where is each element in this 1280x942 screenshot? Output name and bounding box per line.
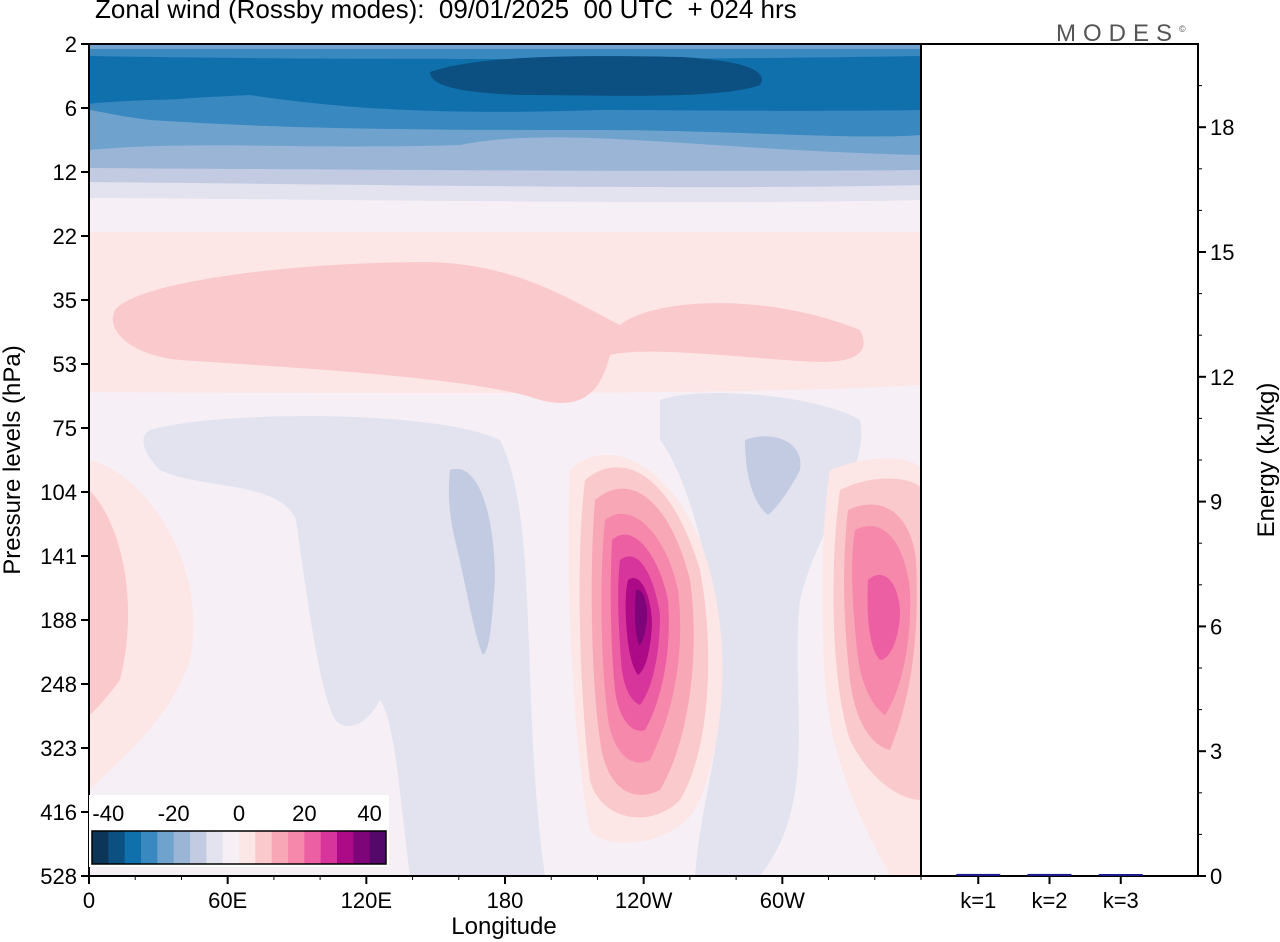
colorbar-swatch bbox=[222, 831, 240, 864]
y-tick-label: 188 bbox=[40, 608, 77, 633]
colorbar-swatch bbox=[92, 831, 109, 864]
x-tick-label: 60W bbox=[760, 888, 805, 913]
y-tick-label: 104 bbox=[40, 480, 77, 505]
energy-axis: 0 3 6 9 12 15 18 bbox=[1198, 85, 1234, 889]
colorbar-swatch bbox=[124, 831, 142, 864]
y-tick-label: 416 bbox=[40, 800, 77, 825]
energy-bar bbox=[1098, 874, 1143, 876]
colorbar-swatch bbox=[369, 831, 387, 864]
pressure-axis: 2 6 12 22 35 53 75 104 141 188 248 323 416 528 bbox=[40, 32, 89, 889]
colorbar-tick-label: 40 bbox=[357, 801, 381, 826]
colorbar-swatch bbox=[141, 831, 158, 864]
colorbar-swatch bbox=[320, 831, 338, 864]
colorbar-tick-label: 0 bbox=[233, 801, 245, 826]
x-tick-label: 60E bbox=[208, 888, 247, 913]
y-tick-label: 75 bbox=[53, 416, 77, 441]
colorbar-swatch bbox=[206, 831, 224, 864]
y-tick-label: 2 bbox=[65, 32, 77, 57]
y-axis-title: Pressure levels (hPa) bbox=[0, 345, 26, 574]
energy-plot-frame bbox=[920, 43, 1199, 877]
energy-tick-label: 3 bbox=[1210, 739, 1222, 764]
modes-logo-text: MODES bbox=[1056, 20, 1180, 47]
bar-category-label: k=3 bbox=[1103, 888, 1139, 913]
colorbar-tick-label: 20 bbox=[292, 801, 316, 826]
x-tick-label: 0 bbox=[83, 888, 95, 913]
colorbar-swatch bbox=[239, 831, 256, 864]
x-tick-label: 120E bbox=[341, 888, 392, 913]
chart-title: Zonal wind (Rossby modes): 09/01/2025 00… bbox=[95, 0, 797, 24]
energy-axis-title: Energy (kJ/kg) bbox=[1253, 383, 1280, 538]
y-tick-label: 6 bbox=[65, 96, 77, 121]
colorbar-swatch bbox=[288, 831, 305, 864]
energy-tick-label: 18 bbox=[1210, 115, 1234, 140]
colorbar-swatch bbox=[304, 831, 322, 864]
colorbar-swatch bbox=[353, 831, 371, 864]
copyright-mark: © bbox=[1179, 24, 1186, 34]
colorbar-tick-label: -20 bbox=[158, 801, 190, 826]
colorbar-swatch bbox=[255, 831, 273, 864]
colorbar-swatch bbox=[157, 831, 175, 864]
zonal-wind-contours bbox=[89, 44, 921, 876]
x-axis-title: Longitude bbox=[451, 913, 556, 940]
energy-bar bbox=[956, 873, 1001, 876]
colorbar-swatch bbox=[337, 831, 354, 864]
energy-tick-label: 15 bbox=[1210, 240, 1234, 265]
bar-category-label: k=2 bbox=[1031, 888, 1067, 913]
energy-tick-label: 0 bbox=[1210, 864, 1222, 889]
y-tick-label: 12 bbox=[53, 160, 77, 185]
energy-bars: k=1 k=2 k=3 bbox=[956, 873, 1143, 913]
y-tick-label: 248 bbox=[40, 672, 77, 697]
colorbar-swatch bbox=[271, 831, 289, 864]
modes-logo: MODES© bbox=[1056, 20, 1186, 48]
colorbar-swatch bbox=[190, 831, 207, 864]
energy-bar bbox=[1027, 873, 1072, 876]
colorbar: -40 -20 0 20 40 bbox=[89, 795, 389, 867]
x-tick-label: 180 bbox=[487, 888, 524, 913]
y-tick-label: 141 bbox=[40, 544, 77, 569]
colorbar-frame bbox=[91, 830, 387, 865]
y-tick-label: 35 bbox=[53, 288, 77, 313]
energy-tick-label: 6 bbox=[1210, 614, 1222, 639]
y-tick-label: 323 bbox=[40, 736, 77, 761]
energy-tick-label: 12 bbox=[1210, 365, 1234, 390]
y-tick-label: 53 bbox=[53, 352, 77, 377]
colorbar-swatch bbox=[173, 831, 191, 864]
x-tick-label: 120W bbox=[615, 888, 673, 913]
y-tick-label: 528 bbox=[40, 864, 77, 889]
colorbar-tick-label: -40 bbox=[92, 801, 124, 826]
energy-tick-label: 9 bbox=[1210, 490, 1222, 515]
colorbar-swatch bbox=[108, 831, 126, 864]
longitude-axis: 0 60E 120E 180 120W 60W bbox=[83, 876, 922, 913]
y-tick-label: 22 bbox=[53, 224, 77, 249]
bar-category-label: k=1 bbox=[960, 888, 996, 913]
